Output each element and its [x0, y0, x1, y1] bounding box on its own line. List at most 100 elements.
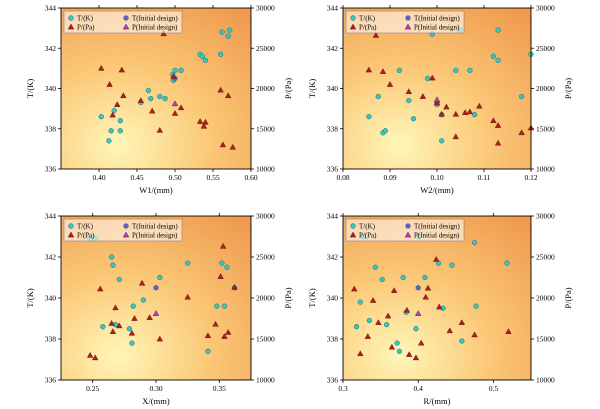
- temperature-point: [162, 95, 168, 102]
- y-right-tick-label: 10000: [256, 165, 275, 174]
- x-axis-title: X/(mm): [142, 396, 170, 406]
- temperature-point: [145, 87, 152, 94]
- y-left-tick-label: 344: [327, 4, 339, 13]
- legend-box: [63, 218, 183, 242]
- x-tick-label: 0.40: [92, 173, 105, 182]
- y-right-tick-label: 25000: [536, 253, 555, 262]
- pressure-point: [171, 110, 179, 116]
- pressure-point: [424, 284, 432, 291]
- x-axis-title: R/(mm): [424, 396, 451, 406]
- temperature-point: [372, 264, 378, 270]
- legend-triangle-marker: [349, 231, 357, 238]
- y-left-tick-label: 336: [45, 376, 57, 385]
- temperature-point: [217, 51, 224, 57]
- legend-circle-marker: [405, 15, 411, 21]
- pressure-point: [452, 110, 459, 117]
- y-left-tick-label: 342: [327, 253, 339, 262]
- x-tick-label: 0.11: [478, 173, 491, 182]
- pressure-point: [403, 306, 411, 313]
- y-left-axis-title: T/(K): [307, 288, 317, 308]
- legend-entry: P(Initial design): [132, 232, 178, 240]
- pressure-point: [369, 297, 377, 303]
- pressure-point: [116, 322, 123, 329]
- temperature-point: [110, 262, 116, 268]
- legend: T/(K) T(Initial design) P/(Pa) P(Initial de…: [345, 10, 465, 34]
- y-right-tick-label: 30000: [256, 212, 275, 221]
- y-left-tick-label: 340: [327, 84, 339, 93]
- temperature-point: [473, 303, 479, 309]
- pressure-point: [462, 109, 469, 115]
- pressure-point: [405, 88, 412, 95]
- temperature-point: [227, 27, 233, 33]
- pressure-point: [386, 81, 394, 87]
- y-right-tick-label: 30000: [536, 4, 555, 13]
- y-right-axis-title: P/(Pa): [563, 287, 573, 308]
- temperature-point: [202, 57, 209, 63]
- pressure-point: [429, 74, 436, 81]
- temperature-point: [225, 33, 231, 39]
- x-tick-label: 0.30: [149, 384, 162, 393]
- legend-triangle-marker: [122, 231, 130, 238]
- temperature-point: [449, 262, 455, 268]
- pressure-point: [388, 343, 396, 350]
- legend-circle-marker: [123, 15, 129, 21]
- legend-circle-marker: [405, 223, 411, 229]
- pressure-point: [372, 31, 380, 38]
- legend-box: [63, 10, 183, 34]
- pressure-point: [128, 329, 136, 336]
- y-right-tick-label: 15000: [536, 124, 555, 133]
- pressure-point: [221, 333, 228, 339]
- legend-circle-marker: [123, 223, 129, 229]
- temperature-point: [471, 240, 478, 246]
- pressure-point: [112, 304, 119, 311]
- pressure-point: [146, 314, 153, 320]
- pressure-point: [476, 102, 483, 109]
- pressure-point: [217, 86, 224, 93]
- legend-entry: P/(Pa): [359, 232, 377, 240]
- pressure-point: [156, 126, 163, 133]
- y-left-tick-label: 338: [327, 124, 339, 133]
- temperature-point: [382, 128, 388, 134]
- pressure-point: [412, 354, 420, 361]
- initial-pressure-point: [415, 310, 422, 316]
- temperature-point: [422, 274, 428, 281]
- y-right-tick-label: 25000: [536, 44, 555, 53]
- pressure-point: [131, 315, 138, 321]
- legend-circle-marker: [350, 223, 356, 229]
- pressure-point: [351, 285, 358, 292]
- temperature-point: [157, 274, 163, 281]
- y-right-tick-label: 30000: [256, 4, 275, 13]
- pressure-point: [120, 92, 127, 99]
- temperature-point: [406, 97, 412, 104]
- pressure-point: [170, 73, 177, 79]
- temperature-point: [140, 297, 146, 303]
- temperature-point: [100, 324, 106, 330]
- temperature-point: [424, 75, 431, 82]
- temperature-point: [471, 112, 478, 118]
- legend-circle-marker: [68, 15, 74, 21]
- pressure-point: [438, 110, 445, 117]
- pressure-point: [490, 117, 497, 124]
- temperature-point: [157, 93, 163, 100]
- temperature-point: [518, 93, 525, 100]
- pressure-point: [204, 332, 212, 339]
- chart-panel-x: 0.25 0.30 0.35 336 338 340 342 344 10000 15000 200…: [25, 212, 293, 406]
- y-left-tick-label: 344: [327, 212, 339, 221]
- legend-entry: P(Initial design): [414, 232, 460, 240]
- pressure-point: [225, 92, 232, 99]
- legend-entry: T(Initial design): [414, 223, 460, 231]
- y-left-tick-label: 336: [327, 376, 339, 385]
- pressure-point: [405, 351, 413, 357]
- y-right-tick-label: 15000: [256, 335, 275, 344]
- pressure-point: [436, 303, 443, 310]
- y-left-tick-label: 338: [45, 124, 57, 133]
- pressure-point: [160, 30, 167, 37]
- pressure-point: [177, 104, 185, 111]
- temperature-point: [495, 27, 501, 33]
- legend-entry: P/(Pa): [359, 24, 377, 32]
- pressure-point: [202, 118, 209, 125]
- plot-background: [61, 216, 251, 380]
- legend-entry: T/(K): [77, 15, 94, 23]
- pressure-point: [225, 329, 232, 335]
- temperature-point: [116, 276, 122, 283]
